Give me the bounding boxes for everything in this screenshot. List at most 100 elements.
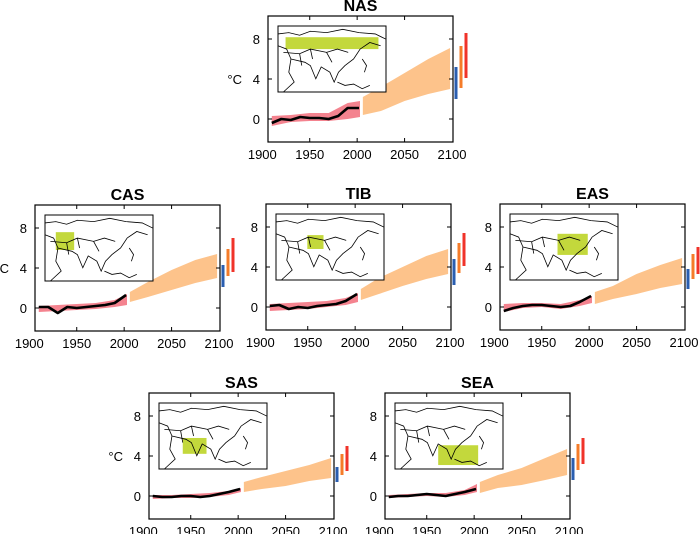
coastline (515, 236, 581, 243)
coastline (44, 217, 154, 229)
panel-title: CAS (111, 187, 145, 204)
panel-title: NAS (344, 0, 378, 15)
projection-range-band (129, 254, 218, 302)
coastline (558, 240, 565, 251)
observed-line (271, 106, 360, 125)
coastline (171, 419, 262, 461)
coastline (361, 58, 367, 73)
coastline (290, 42, 381, 84)
y-tick-label: 0 (370, 489, 377, 504)
x-tick-label: 2050 (271, 524, 300, 534)
coastline (66, 242, 70, 255)
panel-cas: CAS 0 4 8 °C 1900 1950 2000 2050 2100 (0, 187, 235, 351)
panel-title: SAS (225, 375, 258, 392)
coastline (299, 53, 303, 66)
coastline (359, 246, 365, 261)
inset-map (277, 25, 387, 93)
coastline (158, 422, 176, 470)
coastline (454, 458, 487, 467)
projection-range-band (594, 258, 683, 304)
x-tick-label: 2050 (622, 335, 651, 350)
coastline (93, 241, 100, 252)
y-tick-label: 4 (20, 261, 27, 276)
historical-range-band (38, 294, 127, 312)
y-tick-label: 0 (134, 489, 141, 504)
coastline (569, 269, 602, 278)
coastline (242, 435, 248, 450)
coastline (407, 419, 498, 461)
x-tick-label: 1900 (248, 147, 277, 162)
historical-range-band (271, 101, 360, 126)
historical-range-band (269, 293, 358, 311)
x-tick-label: 2000 (343, 147, 372, 162)
projection-range-band (360, 249, 449, 300)
y-tick-label: 8 (134, 409, 141, 424)
projection-range-band (243, 458, 332, 492)
panel-tib: TIB 0 4 8 1900 1950 2000 2050 2100 (246, 186, 466, 350)
coastline (281, 236, 347, 243)
x-tick-label: 2100 (436, 335, 465, 350)
x-tick-label: 1950 (527, 335, 556, 350)
x-tick-label: 2100 (670, 335, 699, 350)
x-tick-label: 1900 (365, 524, 394, 534)
coastline (191, 426, 194, 437)
region-highlight (55, 232, 75, 250)
coastline (394, 405, 504, 417)
y-tick-label: 0 (20, 301, 27, 316)
x-tick-label: 1900 (246, 335, 275, 350)
inset-map (275, 213, 385, 281)
x-tick-label: 2100 (205, 336, 234, 351)
coastline (297, 241, 301, 254)
coastline (509, 233, 527, 281)
coastline (77, 238, 80, 249)
panel-nas: NAS 0 4 8 °C 1900 1950 2000 2050 2100 (227, 0, 468, 162)
coastline (275, 233, 293, 281)
observed-line (388, 487, 477, 499)
y-axis-label: °C (227, 72, 242, 87)
x-tick-label: 1900 (15, 336, 44, 351)
y-tick-label: 4 (485, 260, 492, 275)
x-tick-label: 2050 (390, 147, 419, 162)
x-tick-label: 2050 (388, 335, 417, 350)
coastline (180, 430, 184, 443)
panel-sas: SAS 0 4 8 °C 1900 1950 2000 2050 2100 (108, 375, 349, 539)
x-tick-label: 1900 (129, 524, 158, 534)
historical-range-band (503, 296, 592, 312)
region-highlight (438, 445, 479, 466)
observed-line (152, 487, 241, 499)
x-tick-label: 2000 (110, 336, 139, 351)
region-highlight (557, 233, 588, 255)
coastline (335, 269, 368, 278)
y-tick-label: 8 (370, 409, 377, 424)
x-tick-label: 1950 (293, 335, 322, 350)
coastline (522, 230, 613, 272)
y-tick-label: 4 (251, 260, 258, 275)
coastline (57, 231, 148, 273)
x-tick-label: 2000 (575, 335, 604, 350)
coastline (531, 241, 535, 254)
panel-sea: SEA 0 4 8 1900 1950 2000 2050 2100 (365, 375, 585, 539)
y-tick-label: 0 (253, 112, 260, 127)
x-tick-label: 2100 (555, 524, 584, 534)
coastline (207, 429, 214, 440)
coastline (478, 435, 484, 450)
coastline (324, 240, 331, 251)
coastline (542, 237, 545, 248)
coastline (427, 426, 430, 437)
x-tick-label: 2050 (157, 336, 186, 351)
coastline (288, 230, 379, 272)
region-highlight (307, 235, 324, 249)
observed-line (38, 293, 127, 315)
y-tick-label: 0 (251, 300, 258, 315)
x-tick-label: 1950 (176, 524, 205, 534)
coastline (326, 52, 333, 63)
coastline (416, 430, 420, 443)
y-tick-label: 0 (485, 300, 492, 315)
coastline (394, 422, 412, 470)
coastline (218, 458, 251, 467)
coastline (310, 49, 313, 60)
x-tick-label: 2100 (438, 147, 467, 162)
x-tick-label: 1950 (412, 524, 441, 534)
coastline (400, 425, 466, 432)
